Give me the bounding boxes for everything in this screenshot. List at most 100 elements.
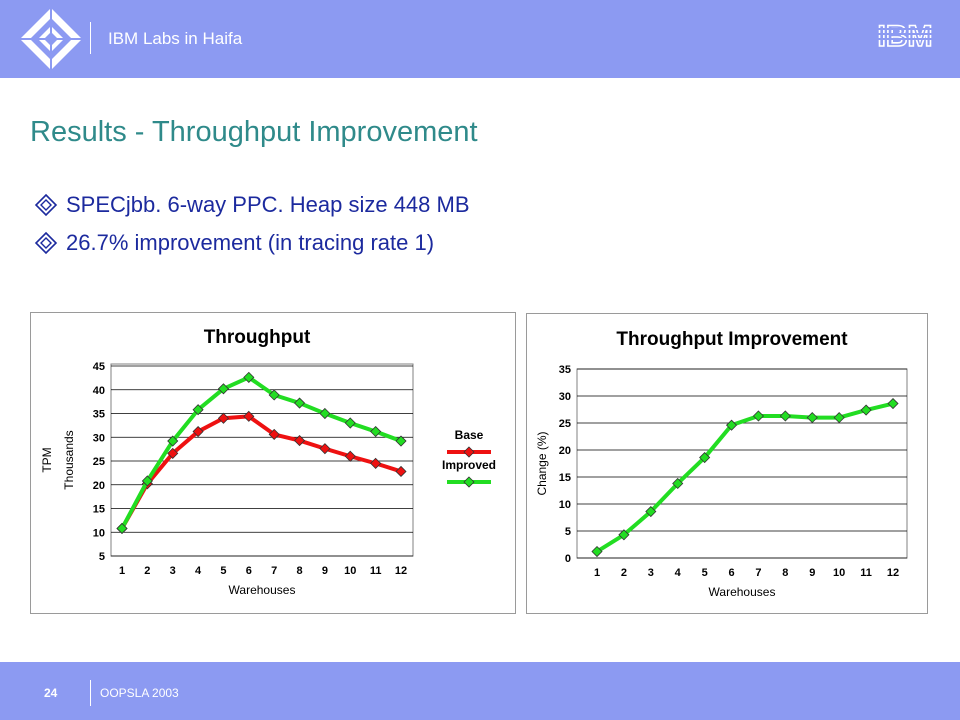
data-point — [344, 417, 356, 429]
x-tick-label: 9 — [809, 567, 815, 579]
x-tick-label: 12 — [887, 567, 899, 579]
x-tick-label: 12 — [395, 565, 407, 577]
bullet-list: SPECjbb. 6-way PPC. Heap size 448 MB 26.… — [34, 186, 470, 262]
data-point — [192, 404, 204, 416]
data-point — [370, 457, 382, 469]
y-axis-label: TPM — [40, 447, 54, 472]
bullet-text: SPECjbb. 6-way PPC. Heap size 448 MB — [66, 192, 470, 217]
footer-event: OOPSLA 2003 — [100, 686, 179, 700]
data-point — [752, 410, 765, 422]
y-tick-label: 40 — [93, 385, 105, 397]
ibm-logo-icon: IBM — [872, 20, 938, 54]
data-point — [319, 443, 331, 455]
data-point — [243, 410, 255, 422]
data-point — [243, 371, 255, 383]
y-tick-label: 30 — [93, 432, 105, 444]
x-tick-label: 1 — [594, 567, 600, 579]
x-tick-label: 3 — [170, 565, 176, 577]
x-tick-label: 3 — [648, 567, 654, 579]
y-axis-label: Change (%) — [535, 431, 549, 495]
diamond-bullet-icon — [34, 193, 58, 217]
footer-bar: 24 OOPSLA 2003 — [0, 662, 960, 720]
data-point — [618, 529, 630, 541]
chart-title: Throughput — [204, 327, 311, 348]
x-tick-label: 5 — [702, 567, 708, 579]
data-point — [395, 465, 407, 478]
legend-label: Improved — [442, 458, 496, 472]
x-tick-label: 5 — [220, 565, 226, 577]
data-point — [887, 397, 899, 410]
y-tick-label: 5 — [99, 551, 105, 563]
header-bar: IBM Labs in Haifa IBM — [0, 0, 960, 78]
data-point — [167, 447, 179, 459]
header-divider — [90, 22, 91, 54]
bullet-item: 26.7% improvement (in tracing rate 1) — [34, 224, 470, 262]
y-tick-label: 20 — [93, 480, 105, 492]
legend-swatch-marker — [463, 446, 475, 458]
x-tick-label: 7 — [755, 567, 761, 579]
x-tick-label: 7 — [271, 565, 277, 577]
x-tick-label: 4 — [195, 565, 202, 577]
y-tick-label: 10 — [93, 527, 105, 539]
x-tick-label: 2 — [621, 567, 627, 579]
slide-title: Results - Throughput Improvement — [30, 116, 478, 148]
data-point — [779, 410, 791, 422]
data-point — [293, 435, 306, 447]
data-point — [268, 428, 280, 440]
series-line-1 — [120, 375, 402, 530]
throughput-chart: Throughput 5 10 15 20 25 30 35 40 45 1 2 3 4 5 6 7 8 9 10 11… — [30, 312, 516, 614]
plot-area — [576, 368, 908, 559]
x-tick-label: 1 — [119, 565, 125, 577]
data-point — [268, 389, 280, 401]
footer-divider — [90, 680, 91, 706]
data-point — [116, 522, 128, 535]
y-tick-label: 35 — [559, 364, 571, 376]
data-point — [217, 383, 230, 395]
y-tick-label: 25 — [559, 418, 571, 430]
series-line-0 — [595, 401, 894, 554]
data-point — [672, 477, 684, 490]
y-tick-label: 5 — [565, 526, 571, 538]
data-point — [725, 419, 738, 431]
y-tick-label: 0 — [565, 553, 571, 565]
legend-label: Base — [455, 428, 484, 442]
data-point — [319, 407, 331, 420]
bullet-text: 26.7% improvement (in tracing rate 1) — [66, 230, 435, 255]
x-tick-label: 4 — [675, 567, 682, 579]
x-tick-label: 6 — [246, 565, 252, 577]
data-point — [167, 435, 179, 447]
data-point — [645, 505, 657, 518]
y-tick-label: 25 — [93, 456, 105, 468]
chart-title: Throughput Improvement — [616, 329, 848, 350]
data-point — [860, 404, 872, 416]
x-tick-label: 10 — [833, 567, 845, 579]
x-tick-label: 2 — [144, 565, 150, 577]
data-point — [141, 475, 153, 487]
data-point — [192, 425, 204, 438]
x-tick-label: 8 — [782, 567, 788, 579]
x-tick-label: 6 — [728, 567, 734, 579]
y-tick-label: 30 — [559, 391, 571, 403]
y-tick-label: 20 — [559, 445, 571, 457]
ibm-haifa-diamond-icon — [20, 8, 82, 70]
data-point — [344, 450, 356, 462]
diamond-bullet-icon — [34, 231, 58, 255]
data-point — [395, 435, 407, 447]
data-point — [293, 397, 306, 409]
y-tick-label: 15 — [559, 472, 571, 484]
y-tick-label: 45 — [93, 361, 105, 373]
y-axis-label-units: Thousands — [62, 430, 76, 489]
data-point — [833, 412, 845, 424]
x-tick-label: 11 — [370, 565, 382, 577]
data-point — [699, 451, 711, 464]
page-number: 24 — [44, 686, 58, 700]
data-point — [806, 412, 818, 424]
x-axis-label: Warehouses — [229, 583, 296, 597]
data-point — [217, 412, 230, 424]
y-tick-label: 35 — [93, 409, 105, 421]
bullet-item: SPECjbb. 6-way PPC. Heap size 448 MB — [34, 186, 470, 224]
x-tick-label: 10 — [344, 565, 356, 577]
x-axis-label: Warehouses — [709, 585, 776, 599]
